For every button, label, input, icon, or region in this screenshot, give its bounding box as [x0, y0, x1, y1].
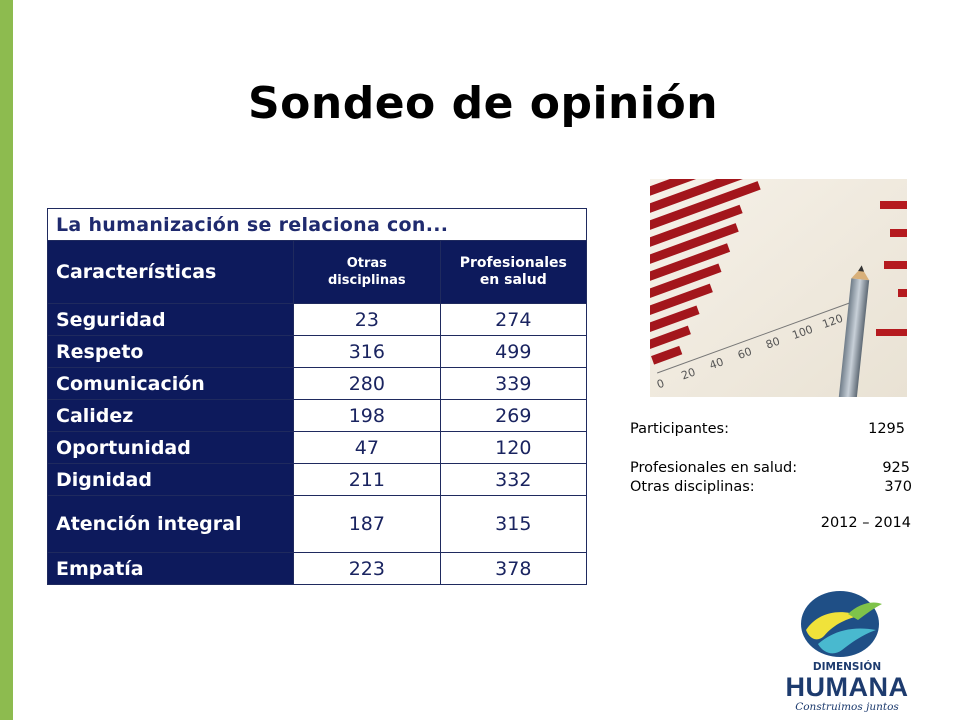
other-disciplines-row: Otras disciplinas: 370	[630, 478, 915, 497]
row-label: Dignidad	[46, 463, 295, 496]
header-other-line2: disciplinas	[328, 273, 406, 288]
table-row: Empatía 223 378	[46, 552, 588, 585]
chart-pencil-illustration: 0 20 40 60 80 100 120	[650, 179, 907, 397]
dimension-humana-logo-icon	[801, 591, 882, 657]
other-disciplines-label: Otras disciplinas:	[630, 479, 755, 495]
axis-label: 0	[655, 377, 666, 392]
other-disciplines-value: 370	[884, 479, 912, 495]
row-label: Comunicación	[46, 367, 295, 400]
cell-health: 499	[439, 335, 588, 368]
cell-other: 47	[293, 431, 441, 464]
health-professionals-value: 925	[882, 460, 910, 476]
cell-other: 211	[293, 463, 441, 496]
survey-years: 2012 – 2014	[820, 515, 911, 531]
row-label: Empatía	[46, 552, 295, 585]
row-label: Oportunidad	[46, 431, 295, 464]
header-health-line1: Profesionales	[459, 255, 567, 271]
survey-table: La humanización se relaciona con... Cara…	[46, 208, 588, 585]
cell-other: 316	[293, 335, 441, 368]
cell-health: 339	[439, 367, 588, 400]
participants-summary: Participantes: 1295 Profesionales en sal…	[630, 420, 915, 531]
table-row: Dignidad 211 332	[46, 463, 588, 496]
cell-health: 332	[439, 463, 588, 496]
axis-label: 40	[708, 355, 726, 372]
table-row: Atención integral 187 315	[46, 495, 588, 553]
table-row: Calidez 198 269	[46, 399, 588, 432]
cell-health: 378	[439, 552, 588, 585]
cell-other: 280	[293, 367, 441, 400]
logo-name-line2: HUMANA	[785, 672, 909, 702]
row-label: Calidez	[46, 399, 295, 432]
table-row: Oportunidad 47 120	[46, 431, 588, 464]
health-professionals-row: Profesionales en salud: 925	[630, 459, 915, 478]
cell-health: 120	[439, 431, 588, 464]
cell-health: 274	[439, 303, 588, 336]
cell-health: 269	[439, 399, 588, 432]
header-health-professionals: Profesionales en salud	[439, 240, 588, 304]
axis-label: 60	[736, 345, 754, 362]
cell-other: 223	[293, 552, 441, 585]
logo-tagline: Construimos juntos	[795, 701, 899, 713]
cell-other: 198	[293, 399, 441, 432]
cell-other: 187	[293, 495, 441, 553]
header-other-disciplines: Otras disciplinas	[293, 240, 441, 304]
header-health-line2: en salud	[479, 272, 547, 288]
cell-other: 23	[293, 303, 441, 336]
table-caption: La humanización se relaciona con...	[47, 208, 587, 241]
cell-health: 315	[439, 495, 588, 553]
page-title: Sondeo de opinión	[247, 78, 719, 129]
header-characteristics: Características	[46, 240, 295, 304]
participants-label: Participantes:	[630, 421, 729, 437]
table-row: Respeto 316 499	[46, 335, 588, 368]
table-row: Seguridad 23 274	[46, 303, 588, 336]
axis-label: 80	[764, 335, 782, 352]
table-row: Comunicación 280 339	[46, 367, 588, 400]
header-other-line1: Otras	[346, 256, 387, 271]
chart-pencil-photo: 0 20 40 60 80 100 120	[650, 179, 907, 397]
axis-label: 20	[680, 365, 698, 382]
logo-name-line1: DIMENSIÓN	[812, 661, 882, 673]
participants-value: 1295	[868, 421, 905, 437]
row-label: Atención integral	[46, 495, 295, 553]
row-label: Seguridad	[46, 303, 295, 336]
left-accent-bar	[0, 0, 13, 720]
participants-row: Participantes: 1295	[630, 420, 915, 439]
row-label: Respeto	[46, 335, 295, 368]
health-professionals-label: Profesionales en salud:	[630, 460, 798, 476]
